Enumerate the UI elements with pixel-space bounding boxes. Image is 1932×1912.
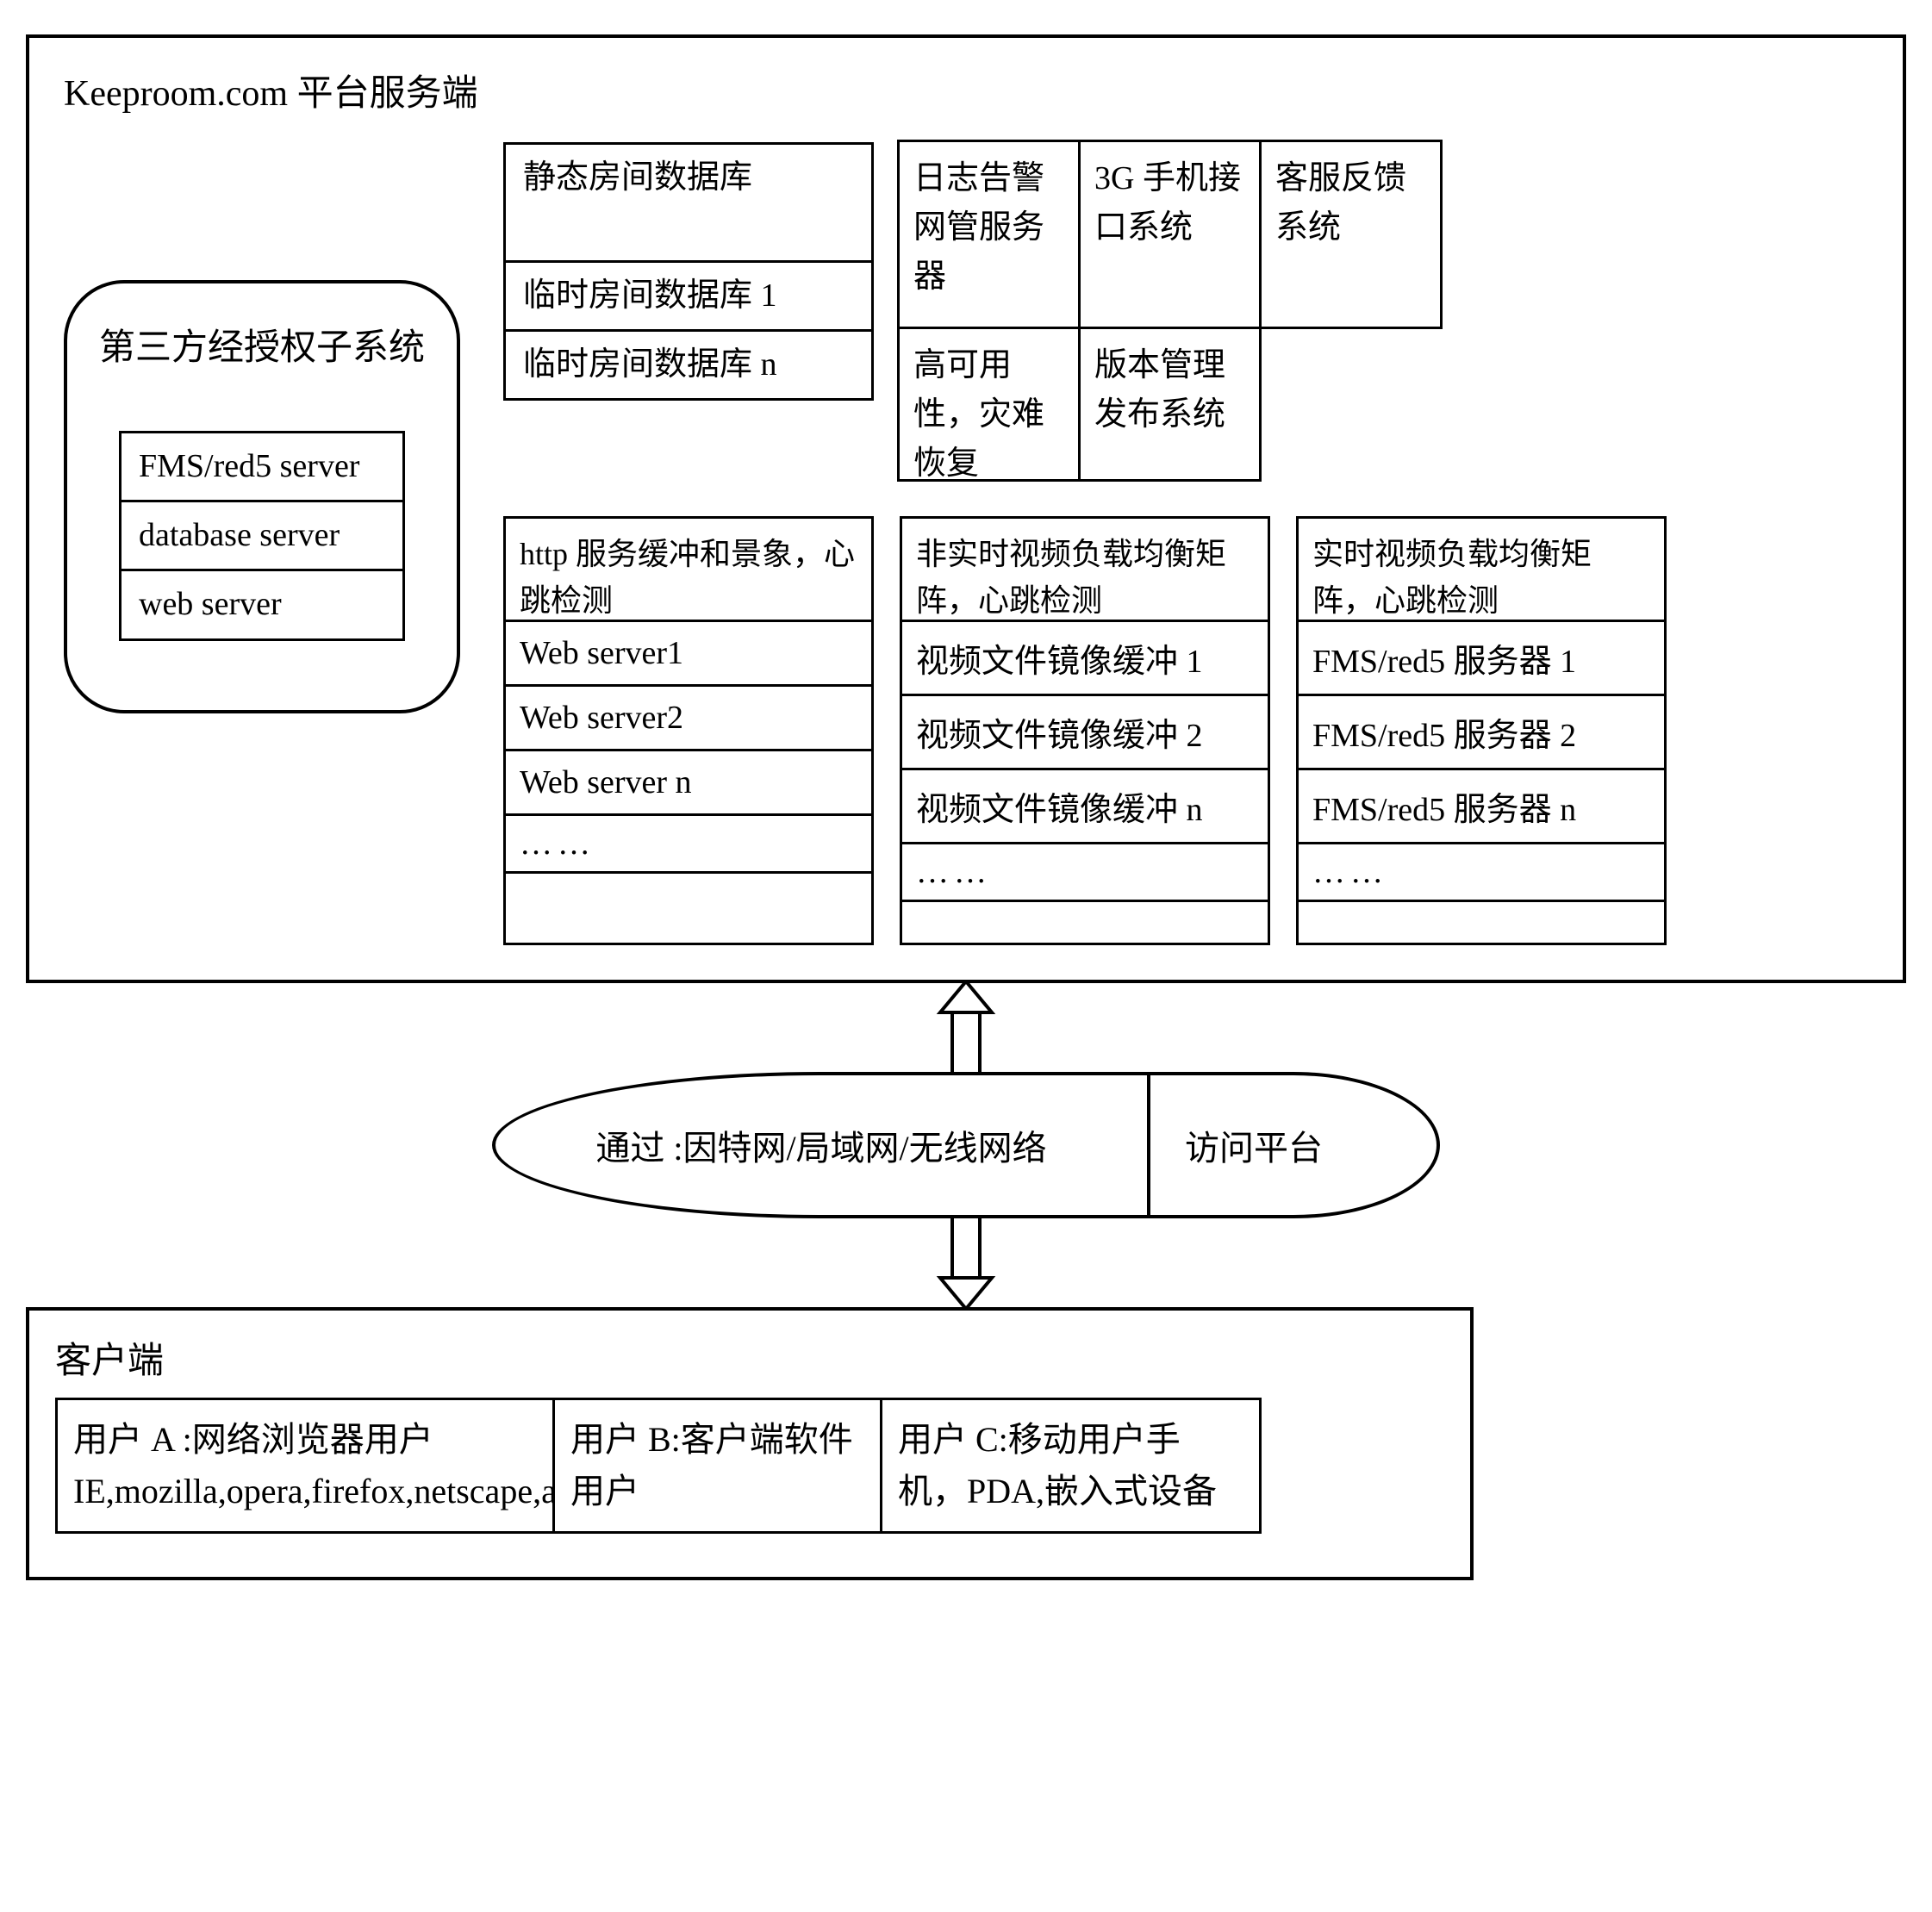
client-box: 客户端 用户 A :网络浏览器用户IE,mozilla,opera,firefo… [26, 1307, 1474, 1580]
cluster-head: http 服务缓冲和景象，心跳检测 [506, 519, 871, 622]
cluster-dots: …… [902, 844, 1268, 900]
cluster-row: Web server2 [506, 687, 871, 751]
client-cell-a: 用户 A :网络浏览器用户IE,mozilla,opera,firefox,ne… [55, 1398, 555, 1534]
nonrealtime-video-cluster: 非实时视频负载均衡矩阵，心跳检测 视频文件镜像缓冲 1 视频文件镜像缓冲 2 视… [900, 516, 1270, 945]
grid-cell-log: 日志告警网管服务器 [897, 140, 1081, 329]
client-row: 用户 A :网络浏览器用户IE,mozilla,opera,firefox,ne… [55, 1398, 1444, 1534]
third-party-item: web server [119, 571, 405, 640]
ellipse-left-label: 通过 :因特网/局域网/无线网络 [492, 1072, 1147, 1218]
grid-cell-version: 版本管理发布系统 [1078, 327, 1262, 482]
db-item: 临时房间数据库 1 [503, 263, 874, 332]
ellipse-right-label: 访问平台 [1147, 1072, 1440, 1218]
cluster-row: 视频文件镜像缓冲 2 [902, 696, 1268, 770]
third-party-item: database server [119, 502, 405, 571]
left-column: 第三方经授权子系统 FMS/red5 server database serve… [64, 142, 477, 713]
client-title: 客户端 [55, 1331, 1444, 1384]
cluster-row: FMS/red5 服务器 2 [1299, 696, 1664, 770]
cluster-row: FMS/red5 服务器 1 [1299, 622, 1664, 696]
cluster-head: 实时视频负载均衡矩阵，心跳检测 [1299, 519, 1664, 622]
diagram-container: Keeproom.com 平台服务端 第三方经授权子系统 FMS/red5 se… [26, 34, 1906, 1580]
third-party-item: FMS/red5 server [119, 431, 405, 502]
cluster-row: Web server n [506, 751, 871, 816]
grid-cell-feedback: 客服反馈系统 [1259, 140, 1443, 329]
cluster-dots: …… [1299, 844, 1664, 900]
network-ellipse: 通过 :因特网/局域网/无线网络 访问平台 [492, 1072, 1440, 1218]
cluster-row: 视频文件镜像缓冲 1 [902, 622, 1268, 696]
cluster-row: Web server1 [506, 622, 871, 687]
client-cell-c: 用户 C:移动用户手机，PDA,嵌入式设备 [882, 1398, 1262, 1534]
server-platform-box: Keeproom.com 平台服务端 第三方经授权子系统 FMS/red5 se… [26, 34, 1906, 983]
third-party-stack: FMS/red5 server database server web serv… [119, 431, 405, 641]
room-db-stack: 静态房间数据库 临时房间数据库 1 临时房间数据库 n [503, 142, 874, 401]
grid-cell-3g: 3G 手机接口系统 [1078, 140, 1262, 329]
cluster-empty [1299, 900, 1664, 943]
cluster-head: 非实时视频负载均衡矩阵，心跳检测 [902, 519, 1268, 622]
services-grid: 日志告警网管服务器 3G 手机接口系统 客服反馈系统 高可用性，灾难恢复 版本管… [900, 142, 1443, 482]
db-item: 静态房间数据库 [503, 142, 874, 263]
cluster-row: FMS/red5 服务器 n [1299, 770, 1664, 844]
server-title: Keeproom.com 平台服务端 [64, 64, 1868, 116]
top-row: 静态房间数据库 临时房间数据库 1 临时房间数据库 n 日志告警网管服务器 3G… [503, 142, 1868, 482]
cluster-row: 视频文件镜像缓冲 n [902, 770, 1268, 844]
realtime-video-cluster: 实时视频负载均衡矩阵，心跳检测 FMS/red5 服务器 1 FMS/red5 … [1296, 516, 1667, 945]
db-item: 临时房间数据库 n [503, 332, 874, 401]
server-content: 第三方经授权子系统 FMS/red5 server database serve… [64, 142, 1868, 945]
third-party-title: 第三方经授权子系统 [93, 318, 431, 371]
cluster-dots: …… [506, 816, 871, 871]
third-party-subsystem: 第三方经授权子系统 FMS/red5 server database serve… [64, 280, 460, 713]
connector: 通过 :因特网/局域网/无线网络 访问平台 [26, 981, 1906, 1309]
grid-cell-ha: 高可用性，灾难恢复 [897, 327, 1081, 482]
cluster-empty [902, 900, 1268, 943]
cluster-empty [506, 871, 871, 914]
client-cell-b: 用户 B:客户端软件用户 [555, 1398, 882, 1534]
http-cluster: http 服务缓冲和景象，心跳检测 Web server1 Web server… [503, 516, 874, 945]
right-column: 静态房间数据库 临时房间数据库 1 临时房间数据库 n 日志告警网管服务器 3G… [503, 142, 1868, 945]
bottom-row: http 服务缓冲和景象，心跳检测 Web server1 Web server… [503, 516, 1868, 945]
